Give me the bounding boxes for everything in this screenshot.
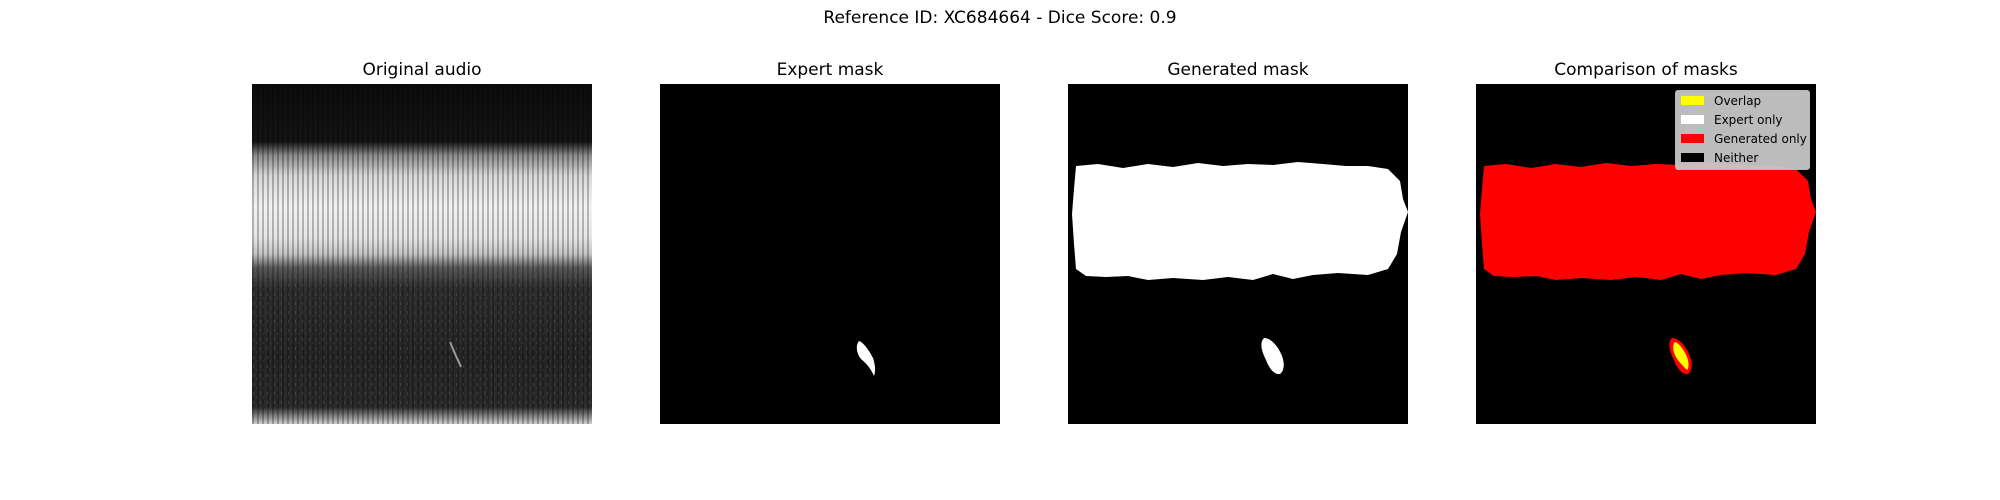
- expert-mask-image: [660, 84, 1000, 424]
- figure-suptitle: Reference ID: XC684664 - Dice Score: 0.9: [823, 8, 1177, 28]
- neither-swatch: [1681, 153, 1704, 162]
- panel-title-expert-mask: Expert mask: [776, 60, 884, 80]
- panel-title-original-audio: Original audio: [362, 60, 482, 80]
- legend-label-generated-only: Generated only: [1714, 132, 1807, 146]
- spectrogram-noise: [252, 264, 592, 414]
- overlap-swatch: [1681, 96, 1704, 105]
- generated-mask-region-small: [1261, 338, 1284, 375]
- legend-label-expert-only: Expert only: [1714, 113, 1783, 127]
- panel-title-generated-mask: Generated mask: [1167, 60, 1309, 80]
- expert-only-swatch: [1681, 115, 1704, 124]
- generated-only-region-large: [1480, 162, 1816, 280]
- legend-item-generated-only: Generated only: [1676, 130, 1809, 148]
- panel-title-comparison: Comparison of masks: [1554, 60, 1738, 80]
- spectrogram-call-trace: [449, 341, 462, 368]
- spectrogram-image: [252, 84, 592, 424]
- overlap-region: [1673, 342, 1689, 370]
- generated-mask-image: [1068, 84, 1408, 424]
- legend-item-expert-only: Expert only: [1676, 111, 1809, 129]
- legend-item-overlap: Overlap: [1676, 92, 1809, 110]
- legend-label-overlap: Overlap: [1714, 94, 1762, 108]
- expert-mask-region: [856, 341, 876, 376]
- generated-only-swatch: [1681, 134, 1704, 143]
- generated-mask-region-large: [1072, 162, 1408, 280]
- legend-item-neither: Neither: [1676, 149, 1809, 167]
- legend-label-neither: Neither: [1714, 151, 1759, 165]
- comparison-legend: Overlap Expert only Generated only Neith…: [1675, 90, 1810, 170]
